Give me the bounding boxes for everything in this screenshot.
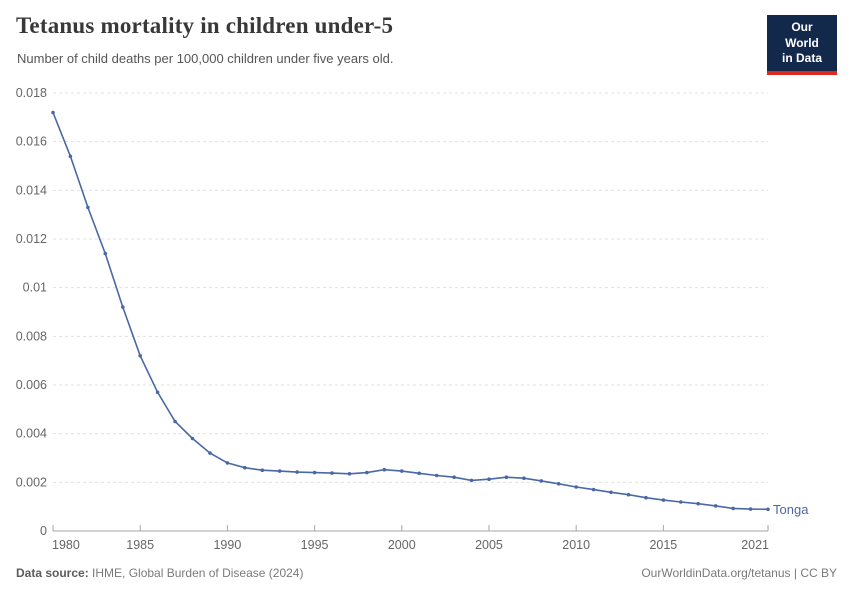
data-point[interactable]: [155, 390, 160, 395]
x-tick-label: 1980: [52, 538, 80, 552]
page-title: Tetanus mortality in children under-5: [16, 13, 394, 38]
y-tick-label: 0.008: [16, 329, 47, 343]
data-point[interactable]: [591, 487, 596, 492]
chart-subtitle: Number of child deaths per 100,000 child…: [17, 51, 394, 66]
x-tick-label: 2000: [388, 538, 416, 552]
y-tick-label: 0: [40, 524, 47, 538]
y-tick-label: 0.012: [16, 232, 47, 246]
data-point[interactable]: [138, 354, 142, 358]
owid-logo-line1: Our World: [785, 20, 819, 50]
data-point[interactable]: [121, 305, 125, 309]
data-source-note: Data source: IHME, Global Burden of Dise…: [16, 566, 303, 580]
data-point[interactable]: [260, 468, 265, 473]
x-tick-label: 2010: [562, 538, 590, 552]
data-point[interactable]: [330, 471, 334, 475]
data-point[interactable]: [312, 470, 317, 475]
data-point[interactable]: [295, 470, 299, 474]
data-point[interactable]: [365, 470, 369, 475]
data-point[interactable]: [51, 110, 55, 115]
data-point[interactable]: [748, 507, 753, 511]
x-tick-label: 2015: [649, 538, 677, 552]
data-point[interactable]: [417, 471, 422, 476]
series-line[interactable]: [52, 112, 769, 511]
y-tick-label: 0.002: [16, 475, 47, 489]
data-point[interactable]: [661, 498, 666, 502]
data-point[interactable]: [731, 506, 735, 511]
data-point[interactable]: [766, 507, 770, 512]
y-tick-label: 0.004: [16, 427, 47, 441]
data-point[interactable]: [539, 479, 544, 483]
owid-logo[interactable]: Our World in Data: [767, 15, 837, 75]
data-point[interactable]: [190, 436, 195, 441]
data-point[interactable]: [277, 469, 282, 473]
y-tick-label: 0.018: [16, 86, 47, 100]
x-tick-label: 2005: [475, 538, 503, 552]
x-tick-label: 1990: [213, 538, 241, 552]
y-tick-label: 0.014: [16, 183, 47, 197]
y-tick-label: 0.006: [16, 378, 47, 392]
data-point[interactable]: [504, 475, 509, 480]
credit-link[interactable]: OurWorldinData.org/tetanus | CC BY: [641, 566, 837, 580]
data-point[interactable]: [522, 476, 526, 481]
data-point[interactable]: [400, 469, 404, 473]
data-point[interactable]: [173, 419, 177, 424]
y-tick-label: 0.016: [16, 135, 47, 149]
data-point[interactable]: [103, 251, 108, 256]
data-point[interactable]: [86, 205, 90, 210]
data-point[interactable]: [626, 492, 631, 497]
data-point[interactable]: [469, 478, 474, 483]
data-point[interactable]: [208, 451, 212, 455]
data-point[interactable]: [556, 482, 561, 486]
x-tick-label: 2021: [741, 538, 769, 552]
x-tick-label: 1985: [126, 538, 154, 552]
data-point[interactable]: [68, 154, 73, 159]
data-point[interactable]: [243, 465, 247, 470]
owid-logo-line2: in Data: [781, 51, 822, 66]
data-point[interactable]: [434, 473, 439, 478]
x-tick-label: 1995: [301, 538, 329, 552]
data-point[interactable]: [609, 490, 613, 495]
data-source-label: Data source:: [16, 566, 89, 580]
chart-footer: Data source: IHME, Global Burden of Dise…: [16, 566, 837, 580]
data-point[interactable]: [347, 472, 352, 476]
data-point[interactable]: [696, 501, 700, 506]
y-tick-label: 0.01: [23, 281, 47, 295]
data-point[interactable]: [679, 500, 683, 504]
entity-label[interactable]: Tonga: [773, 502, 809, 517]
data-point[interactable]: [644, 495, 648, 500]
data-point[interactable]: [452, 475, 456, 480]
data-point[interactable]: [487, 477, 491, 482]
data-point[interactable]: [574, 485, 578, 489]
data-source-text: IHME, Global Burden of Disease (2024): [88, 566, 304, 580]
data-point[interactable]: [225, 461, 230, 465]
data-point[interactable]: [713, 504, 718, 508]
data-point[interactable]: [382, 467, 387, 472]
